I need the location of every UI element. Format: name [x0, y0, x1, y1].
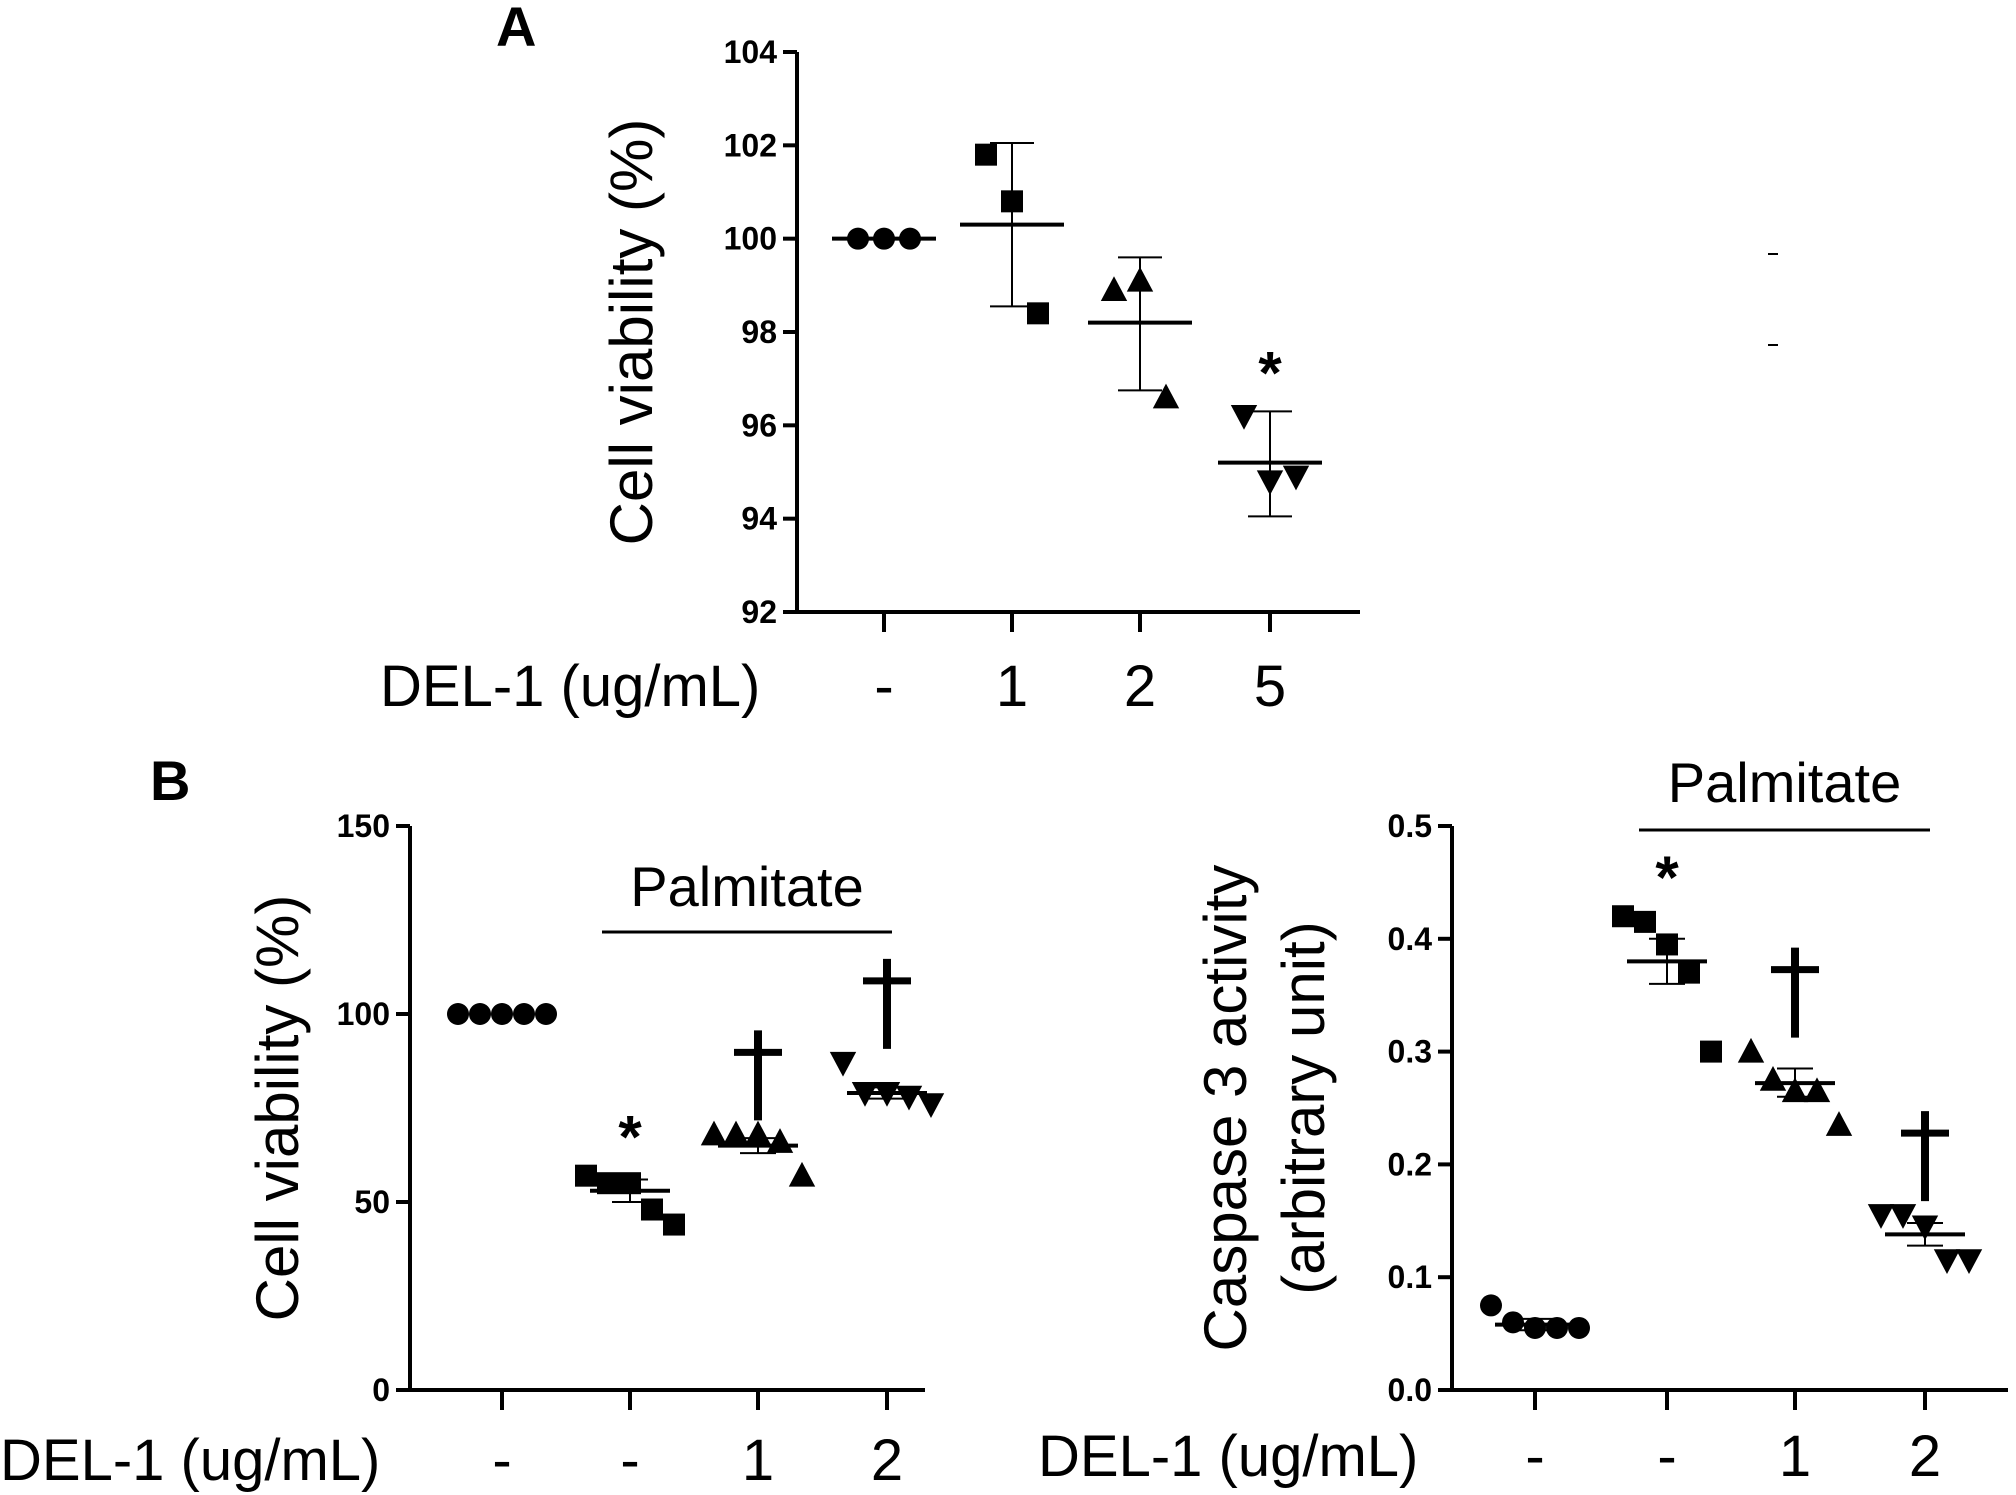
y-tick-label: 102 — [724, 127, 777, 163]
x-category-label: 1 — [1779, 1424, 1811, 1489]
data-point — [1546, 1316, 1568, 1339]
x-category-label: 5 — [1254, 654, 1286, 719]
significance-star: * — [1258, 339, 1282, 406]
y-tick-label: 0.3 — [1388, 1034, 1432, 1070]
y-tick-label: 0.0 — [1388, 1372, 1432, 1408]
significance-star: * — [618, 1104, 642, 1171]
data-point — [1480, 1294, 1502, 1317]
y-tick-label: 0.5 — [1388, 808, 1432, 844]
data-point — [1825, 1111, 1853, 1136]
data-point — [535, 1003, 557, 1025]
data-point — [513, 1003, 535, 1025]
x-category-label: 1 — [742, 1428, 774, 1493]
data-point — [1634, 910, 1656, 933]
data-point — [1568, 1316, 1590, 1339]
y-tick-label: 0 — [372, 1372, 390, 1408]
y-tick-label: 100 — [724, 221, 777, 257]
y-tick-label: 100 — [337, 996, 390, 1032]
data-point — [829, 1051, 857, 1077]
chart-a: 92 94 96 98 100 102 104 - 1 2 5 DEL-1 (ug/mL) Cell v… — [380, 34, 1360, 719]
data-point — [700, 1120, 728, 1146]
panel-b-letter: B — [150, 749, 190, 812]
data-point — [1678, 961, 1700, 984]
x-category-label: 1 — [996, 654, 1028, 719]
x-category-label: - — [492, 1428, 511, 1493]
data-point — [1759, 1066, 1787, 1091]
y-tick-label: 150 — [337, 808, 390, 844]
data-point — [1933, 1249, 1961, 1275]
x-category-label: - — [1657, 1424, 1676, 1489]
data-point — [1889, 1204, 1917, 1229]
chart-b-viability: 0 50 100 150 - - 1 2 DEL-1 (ug/mL) Cell viability… — [0, 808, 945, 1493]
y-tick-label: 50 — [354, 1184, 390, 1220]
data-point — [1737, 1037, 1765, 1063]
data-point — [1100, 276, 1128, 301]
y-tick-label: 98 — [741, 314, 777, 350]
data-point — [1282, 465, 1310, 491]
x-category-label: 2 — [1909, 1424, 1941, 1489]
palmitate-label: Palmitate — [630, 855, 863, 918]
data-point — [1803, 1077, 1831, 1103]
x-category-label: - — [874, 654, 893, 719]
data-point — [575, 1164, 597, 1187]
y-tick-label: 96 — [741, 407, 777, 443]
data-point — [1867, 1204, 1895, 1229]
data-point — [597, 1172, 619, 1195]
chart-b-caspase: 0.0 0.1 0.2 0.3 0.4 0.5 - - 1 2 DEL-1 (ug/mL) Caspa… — [1038, 751, 2008, 1489]
data-point — [766, 1128, 794, 1153]
data-point — [1502, 1311, 1524, 1334]
data-point — [469, 1003, 491, 1025]
data-point — [1612, 905, 1634, 928]
y-axis-title: Caspase 3 activity — [1192, 865, 1259, 1352]
x-axis-title: DEL-1 (ug/mL) — [0, 1428, 380, 1493]
x-axis-title: DEL-1 (ug/mL) — [1038, 1424, 1418, 1489]
data-point — [663, 1213, 685, 1236]
x-axis-title: DEL-1 (ug/mL) — [380, 654, 760, 719]
x-category-label: 2 — [1124, 654, 1156, 719]
data-point — [788, 1161, 816, 1187]
x-category-label: - — [620, 1428, 639, 1493]
data-point — [491, 1003, 513, 1025]
data-point — [447, 1003, 469, 1025]
data-point — [722, 1120, 750, 1146]
y-tick-label: 92 — [741, 594, 777, 630]
data-point — [1700, 1040, 1722, 1063]
y-axis-title-line2: (arbitrary unit) — [1270, 921, 1337, 1294]
panel-a-letter: A — [496, 0, 536, 58]
y-tick-label: 104 — [724, 34, 778, 70]
significance-star: * — [1655, 844, 1679, 911]
x-category-label: - — [1525, 1424, 1544, 1489]
data-point — [1027, 302, 1049, 325]
y-axis-title: Cell viability (%) — [598, 119, 665, 546]
data-point — [641, 1198, 663, 1221]
y-axis-title: Cell viability (%) — [244, 895, 311, 1322]
x-category-label: 2 — [871, 1428, 903, 1493]
y-tick-label: 0.4 — [1388, 921, 1433, 957]
y-tick-label: 0.2 — [1388, 1146, 1432, 1182]
data-point — [1152, 383, 1180, 409]
data-point — [1230, 405, 1258, 430]
y-tick-label: 0.1 — [1388, 1259, 1432, 1295]
palmitate-label: Palmitate — [1668, 751, 1901, 814]
data-point — [744, 1120, 772, 1146]
data-point — [917, 1093, 945, 1118]
data-point — [975, 143, 997, 166]
y-tick-label: 94 — [741, 501, 777, 537]
data-point — [1955, 1249, 1983, 1275]
